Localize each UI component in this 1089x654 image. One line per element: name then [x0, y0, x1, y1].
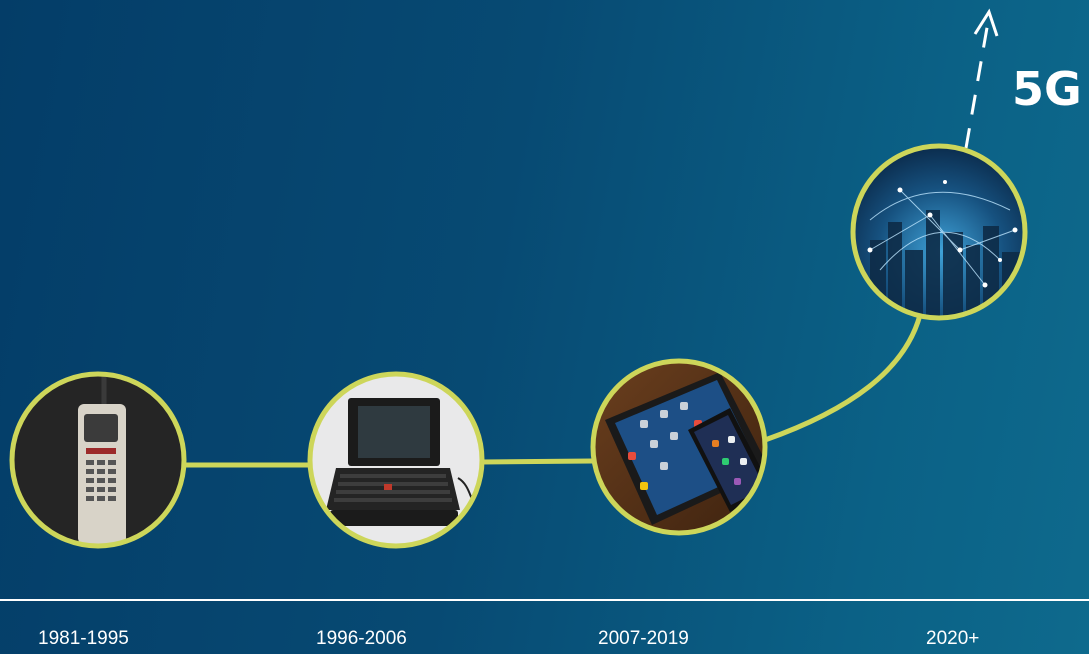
era-label-1981-1995: 1981-1995 — [38, 628, 129, 649]
era-label-2020-plus: 2020+ — [926, 628, 980, 649]
era-label-2007-2019: 2007-2019 — [598, 628, 689, 649]
connector-line — [481, 458, 593, 465]
future-arrow — [964, 8, 999, 149]
era-image-connected-city — [850, 143, 1028, 321]
smartphone-icon — [688, 408, 765, 512]
era-image-brick-phone — [9, 371, 187, 549]
era-image-tablet-phone — [590, 358, 768, 536]
laptop-icon — [326, 398, 482, 526]
future-5g-label: 5G — [1012, 62, 1082, 116]
era-label-1996-2006: 1996-2006 — [316, 628, 407, 649]
era-image-laptop — [307, 371, 485, 549]
connector-line — [764, 314, 923, 443]
